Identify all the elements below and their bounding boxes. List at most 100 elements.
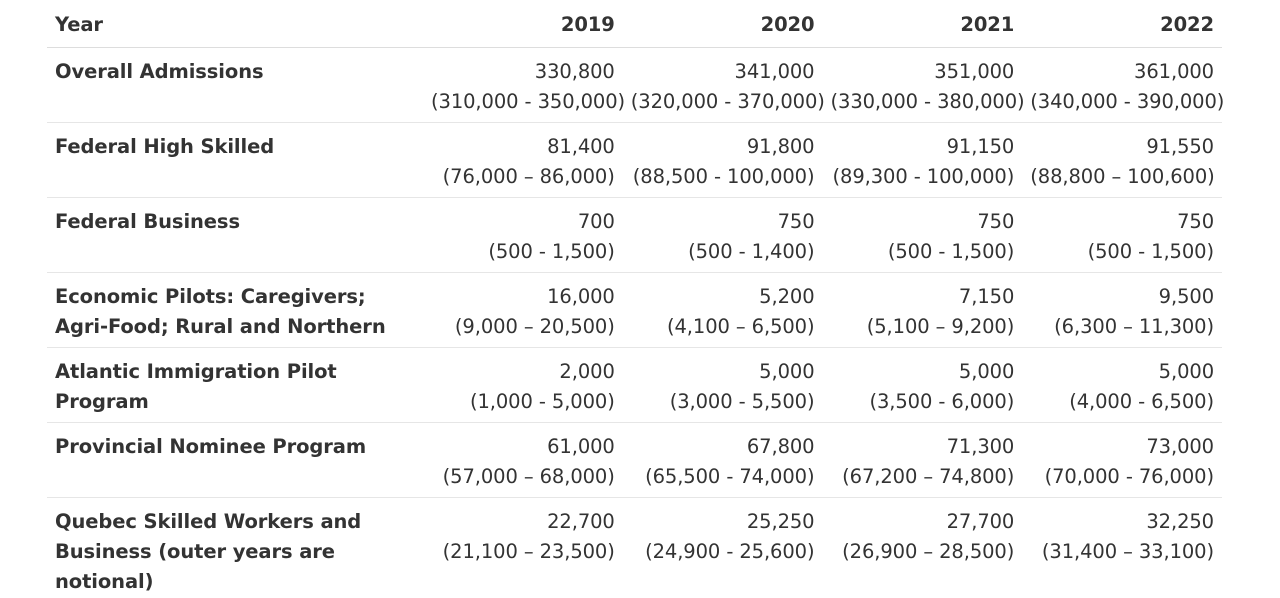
- table-cell: 700 (500 - 1,500): [423, 197, 623, 273]
- cell-range: (9,000 – 20,500): [454, 314, 615, 338]
- table-cell: 5,000 (3,000 - 5,500): [622, 347, 823, 423]
- cell-range: (88,800 – 100,600): [1030, 164, 1215, 188]
- header-year-2019: 2019: [423, 0, 623, 48]
- admissions-table: Year 2019 2020 2021 2022 Overall Admissi…: [47, 0, 1225, 597]
- cell-range: (4,000 - 6,500): [1069, 389, 1214, 413]
- cell-value: 361,000: [1134, 59, 1214, 83]
- cell-value: 16,000: [547, 284, 615, 308]
- cell-range: (320,000 - 370,000): [630, 89, 825, 113]
- table-row-economic-pilots: Economic Pilots: Caregivers; Agri-Food; …: [47, 272, 1222, 348]
- header-year-2022: 2022: [1022, 0, 1222, 48]
- table-cell: 750 (500 - 1,500): [1022, 197, 1222, 273]
- cell-range: (5,100 – 9,200): [866, 314, 1015, 338]
- table-row-quebec-skilled-workers: Quebec Skilled Workers and Business (out…: [47, 497, 1222, 597]
- header-year-2021: 2021: [822, 0, 1023, 48]
- table-cell: 27,700 (26,900 – 28,500): [823, 497, 1023, 597]
- cell-value: 351,000: [934, 59, 1015, 83]
- cell-range: (1,000 - 5,000): [469, 389, 615, 413]
- header-year-label: Year: [47, 0, 423, 48]
- cell-value: 5,000: [1158, 359, 1214, 383]
- table-cell: 22,700 (21,100 – 23,500): [423, 497, 623, 597]
- cell-value: 61,000: [547, 434, 615, 458]
- cell-range: (24,900 - 25,600): [645, 539, 815, 563]
- table-cell: 2,000 (1,000 - 5,000): [423, 347, 623, 423]
- table-cell: 9,500 (6,300 – 11,300): [1022, 272, 1222, 348]
- table-row-provincial-nominee: Provincial Nominee Program 61,000 (57,000…: [47, 422, 1222, 498]
- cell-range: (3,500 - 6,000): [869, 389, 1015, 413]
- cell-range: (340,000 - 390,000): [1030, 89, 1225, 113]
- row-label: Quebec Skilled Workers and Business (out…: [55, 509, 362, 593]
- table-cell: 5,000 (4,000 - 6,500): [1022, 347, 1222, 423]
- table-cell: 91,800 (88,500 - 100,000): [622, 122, 823, 198]
- cell-range: (3,000 - 5,500): [669, 389, 815, 413]
- cell-value: 750: [777, 209, 815, 233]
- row-label: Economic Pilots: Caregivers; Agri-Food; …: [47, 272, 423, 348]
- row-label: Federal High Skilled: [47, 122, 423, 198]
- table-cell: 330,800 (310,000 - 350,000): [423, 47, 626, 123]
- cell-value: 9,500: [1158, 284, 1214, 308]
- cell-range: (89,300 - 100,000): [832, 164, 1015, 188]
- cell-value: 5,000: [759, 359, 815, 383]
- table-cell: 32,250 (31,400 – 33,100): [1022, 497, 1222, 597]
- cell-range: (6,300 – 11,300): [1054, 314, 1214, 338]
- cell-value: 91,150: [946, 134, 1015, 158]
- cell-value: 5,200: [759, 284, 815, 308]
- cell-range: (76,000 – 86,000): [442, 164, 615, 188]
- cell-value: 341,000: [734, 59, 815, 83]
- table-cell: 351,000 (330,000 - 380,000): [822, 47, 1025, 123]
- cell-value: 7,150: [958, 284, 1015, 308]
- cell-range: (88,500 - 100,000): [632, 164, 815, 188]
- table-cell: 73,000 (70,000 - 76,000): [1022, 422, 1222, 498]
- table-cell: 7,150 (5,100 – 9,200): [822, 272, 1023, 348]
- cell-value: 67,800: [746, 434, 815, 458]
- cell-value: 81,400: [547, 134, 615, 158]
- table-cell: 81,400 (76,000 – 86,000): [423, 122, 623, 198]
- cell-value: 5,000: [958, 359, 1015, 383]
- cell-value: 22,700: [547, 509, 615, 533]
- cell-value: 2,000: [559, 359, 615, 383]
- cell-value: 25,250: [746, 509, 815, 533]
- table-cell: 341,000 (320,000 - 370,000): [622, 47, 825, 123]
- table-cell: 5,200 (4,100 – 6,500): [622, 272, 823, 348]
- header-row: Year 2019 2020 2021 2022: [47, 0, 1222, 48]
- row-label: Federal Business: [47, 197, 423, 273]
- admissions-table-container: Year 2019 2020 2021 2022 Overall Admissi…: [47, 0, 1225, 597]
- table-cell: 5,000 (3,500 - 6,000): [822, 347, 1023, 423]
- table-cell: 61,000 (57,000 – 68,000): [423, 422, 623, 498]
- cell-range: (500 - 1,500): [488, 239, 615, 263]
- table-header: Year 2019 2020 2021 2022: [47, 0, 1222, 48]
- cell-value: 700: [577, 209, 615, 233]
- cell-value: 27,700: [946, 509, 1015, 533]
- table-cell: 25,250 (24,900 - 25,600): [623, 497, 823, 597]
- table-cell: 16,000 (9,000 – 20,500): [423, 272, 623, 348]
- row-label: Overall Admissions: [47, 47, 423, 123]
- cell-range: (330,000 - 380,000): [830, 89, 1025, 113]
- table-cell: 91,150 (89,300 - 100,000): [822, 122, 1023, 198]
- cell-value: 73,000: [1146, 434, 1214, 458]
- cell-range: (65,500 - 74,000): [645, 464, 815, 488]
- table-row-federal-high-skilled: Federal High Skilled 81,400 (76,000 – 86,…: [47, 122, 1222, 198]
- table-cell: 71,300 (67,200 – 74,800): [822, 422, 1023, 498]
- cell-value: 91,550: [1146, 134, 1214, 158]
- cell-range: (310,000 - 350,000): [431, 89, 626, 113]
- header-year-2020: 2020: [622, 0, 823, 48]
- cell-value: 32,250: [1146, 509, 1214, 533]
- table-cell: 361,000 (340,000 - 390,000): [1022, 47, 1225, 123]
- table-body: Overall Admissions 330,800 (310,000 - 350…: [47, 47, 1225, 597]
- cell-value: 91,800: [746, 134, 815, 158]
- cell-value: 71,300: [946, 434, 1015, 458]
- table-row-overall-admissions: Overall Admissions 330,800 (310,000 - 350…: [47, 47, 1225, 123]
- cell-range: (500 - 1,500): [887, 239, 1015, 263]
- cell-range: (21,100 – 23,500): [442, 539, 615, 563]
- table-row-atlantic-immigration-pilot: Atlantic Immigration Pilot Program 2,000…: [47, 347, 1222, 423]
- table-cell: 91,550 (88,800 – 100,600): [1022, 122, 1222, 198]
- cell-range: (500 - 1,500): [1087, 239, 1215, 263]
- table-cell: 750 (500 - 1,500): [822, 197, 1023, 273]
- cell-range: (26,900 – 28,500): [842, 539, 1015, 563]
- cell-range: (57,000 – 68,000): [442, 464, 615, 488]
- cell-value: 330,800: [534, 59, 615, 83]
- cell-value: 750: [1177, 209, 1214, 233]
- row-label: Provincial Nominee Program: [47, 422, 423, 498]
- cell-range: (4,100 – 6,500): [666, 314, 815, 338]
- cell-range: (70,000 - 76,000): [1044, 464, 1215, 488]
